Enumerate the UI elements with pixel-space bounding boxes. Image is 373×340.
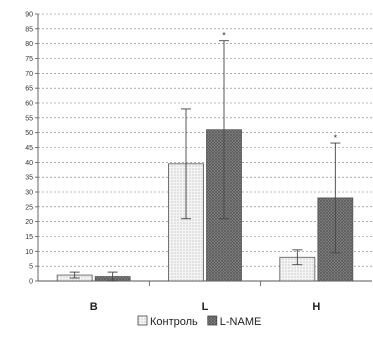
y-tick-label: 70: [25, 71, 33, 78]
y-tick-label: 50: [25, 130, 33, 137]
bars: [56, 129, 354, 282]
x-category-label: H: [312, 301, 320, 313]
y-tick-label: 85: [25, 26, 33, 33]
y-tick-label: 15: [25, 234, 33, 241]
legend-label: Контроль: [150, 316, 198, 328]
y-tick-label: 35: [25, 175, 33, 182]
legend-swatch: [137, 315, 148, 326]
y-tick-label: 55: [25, 115, 33, 122]
legend-swatch: [207, 315, 218, 326]
significance-mark: *: [222, 31, 226, 41]
y-tick-label: 80: [25, 41, 33, 48]
labels: B * L * H: [90, 31, 338, 313]
x-category-label: L: [202, 301, 209, 313]
y-tick-label: 20: [25, 219, 33, 226]
y-tick-label: 60: [25, 101, 33, 108]
error-bars: [69, 40, 341, 282]
y-tick-label: 65: [25, 86, 33, 93]
axes: 0 5 10 15 20 25 30 35 40 45 50 55 60 65 70 75 80 85 90: [25, 12, 372, 286]
y-tick-label: 90: [25, 12, 33, 19]
legend-label: L-NAME: [220, 316, 262, 328]
y-tick-label: 75: [25, 56, 33, 63]
y-tick-label: 10: [25, 249, 33, 256]
y-tick-label: 30: [25, 190, 33, 197]
y-tick-label: 45: [25, 145, 33, 152]
legend: Контроль L-NAME: [137, 315, 262, 328]
y-tick-label: 5: [29, 264, 33, 271]
significance-mark: *: [334, 133, 338, 143]
y-tick-label: 40: [25, 160, 33, 167]
x-category-label: B: [90, 301, 98, 313]
y-tick-label: 0: [29, 279, 33, 286]
y-tick-label: 25: [25, 204, 33, 211]
